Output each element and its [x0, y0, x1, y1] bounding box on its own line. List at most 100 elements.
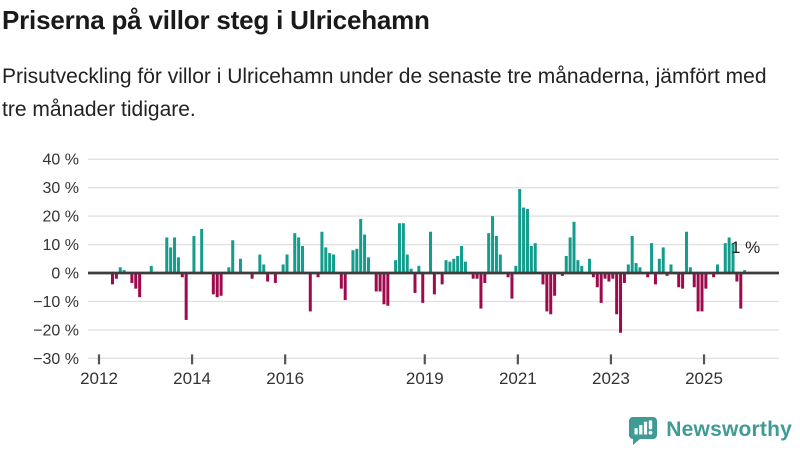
bar [619, 273, 623, 333]
bar [626, 264, 630, 273]
bar [405, 254, 409, 273]
bar [180, 273, 184, 278]
bar [650, 243, 654, 273]
bar [266, 273, 270, 282]
y-axis-label: −20 % [33, 322, 79, 339]
bar [727, 237, 731, 273]
bar [444, 260, 448, 273]
bar [638, 267, 642, 273]
y-axis-label: −30 % [33, 351, 79, 368]
bar [192, 236, 196, 273]
bar [262, 264, 266, 273]
x-axis-label: 2016 [266, 369, 304, 388]
bar [607, 273, 611, 282]
bar [716, 264, 720, 273]
bar-chart-canvas: 40 % 30 % 20 % 10 % 0 % −10 % −20 % −30 %2012 20… [33, 152, 779, 388]
bar [281, 264, 285, 273]
bar [712, 273, 716, 278]
bar [118, 267, 122, 273]
x-axis-label: 2023 [592, 369, 630, 388]
bar [731, 243, 735, 273]
bar [149, 265, 153, 273]
bar [452, 258, 456, 273]
bar [591, 273, 595, 278]
bar [653, 273, 657, 285]
bar [355, 248, 359, 273]
bar [316, 273, 320, 278]
bar [704, 273, 708, 289]
bar [258, 254, 262, 273]
bar [448, 261, 452, 273]
x-axis-label: 2019 [406, 369, 444, 388]
bar [588, 258, 592, 273]
bar [308, 273, 312, 312]
bar [386, 273, 390, 306]
bar [184, 273, 188, 320]
bar [432, 273, 436, 295]
bar [661, 247, 665, 273]
bar [324, 247, 328, 273]
bar [297, 237, 301, 273]
bar [382, 273, 386, 305]
bar [603, 273, 607, 279]
bar [533, 243, 537, 273]
chart-header: Priserna på villor steg i Ulricehamn Pri… [0, 0, 800, 127]
x-axis-label: 2014 [173, 369, 211, 388]
bar [525, 208, 529, 273]
y-axis-label: 0 % [51, 266, 79, 283]
bar [560, 273, 564, 276]
bar [491, 216, 495, 273]
bar [692, 273, 696, 288]
bar [394, 260, 398, 273]
bar [677, 273, 681, 288]
bar [250, 273, 254, 279]
bar [231, 240, 235, 273]
bar [681, 273, 685, 289]
bar [374, 273, 378, 292]
y-axis-label: 10 % [43, 237, 79, 254]
bar-chart: 40 % 30 % 20 % 10 % 0 % −10 % −20 % −30 % 2012 20… [0, 140, 800, 400]
bar [630, 236, 634, 273]
bar [494, 236, 498, 273]
bar [580, 265, 584, 273]
y-axis-label: −10 % [33, 294, 79, 311]
bar [293, 233, 297, 273]
bar [417, 265, 421, 273]
bar [122, 270, 126, 273]
bar [564, 255, 568, 273]
latest-value-label: 1 % [731, 238, 760, 257]
bar [665, 273, 669, 276]
bar [200, 228, 204, 273]
newsworthy-logo: Newsworthy [627, 414, 792, 446]
bar [475, 273, 479, 279]
y-axis-label: 20 % [43, 209, 79, 226]
bar [273, 273, 277, 283]
bar [413, 273, 417, 293]
bar [440, 273, 444, 285]
bar [285, 254, 289, 273]
bar [529, 245, 533, 273]
newsworthy-logo-text: Newsworthy [666, 418, 792, 441]
bar [429, 231, 433, 273]
bar [173, 237, 177, 273]
bar [700, 273, 704, 312]
bar [615, 273, 619, 315]
bar [510, 273, 514, 299]
bar [622, 273, 626, 283]
bar [421, 273, 425, 303]
bar [541, 273, 545, 285]
bar [634, 263, 638, 273]
bar [343, 273, 347, 301]
y-axis-label: 30 % [43, 180, 79, 197]
bar [599, 273, 603, 303]
bar [328, 253, 332, 273]
bar [130, 273, 134, 283]
bar [339, 273, 343, 289]
bar [657, 258, 661, 273]
bar [739, 273, 743, 309]
bar [397, 223, 401, 273]
bar [320, 231, 324, 273]
chart-subtitle: Prisutveckling för villor i Ulricehamn u… [2, 64, 767, 121]
bar [522, 207, 526, 273]
bar [219, 273, 223, 296]
